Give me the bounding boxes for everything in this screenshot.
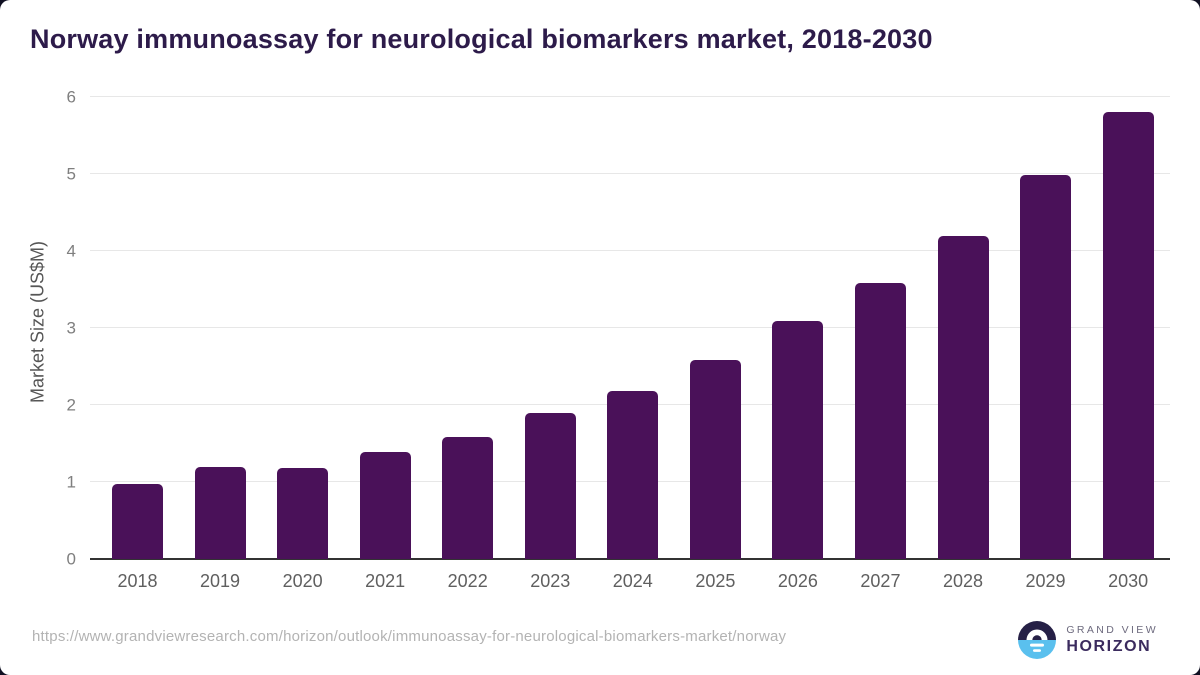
- y-tick-label-6: 6: [66, 87, 76, 107]
- bar-2030[interactable]: [1102, 112, 1154, 559]
- x-tick-label-2018: 2018: [117, 571, 158, 591]
- bar-2027[interactable]: [854, 282, 906, 559]
- x-tick-label-2022: 2022: [447, 571, 488, 591]
- bar-2020[interactable]: [277, 468, 329, 559]
- x-tick-label-2030: 2030: [1108, 571, 1149, 591]
- x-tick-label-2029: 2029: [1025, 571, 1066, 591]
- logo-brand-line1: GRAND VIEW: [1066, 624, 1158, 636]
- logo-text: GRAND VIEW HORIZON: [1066, 624, 1158, 656]
- x-tick-label-2027: 2027: [860, 571, 901, 591]
- gridline-y-4: [90, 250, 1170, 251]
- y-tick-label-2: 2: [66, 395, 76, 415]
- y-axis-title: Market Size (US$M): [27, 240, 48, 404]
- x-tick-label-2020: 2020: [282, 571, 323, 591]
- bar-2029[interactable]: [1020, 174, 1072, 559]
- bar-2025[interactable]: [689, 359, 741, 559]
- grandview-horizon-logo-icon: [1018, 621, 1057, 659]
- y-tick-label-1: 1: [66, 472, 76, 492]
- x-tick-label-2028: 2028: [942, 571, 984, 591]
- bar-2021[interactable]: [359, 451, 411, 559]
- y-tick-label-3: 3: [66, 318, 76, 338]
- y-tick-label-5: 5: [66, 164, 76, 184]
- x-axis-line: [90, 558, 1170, 560]
- bar-2019[interactable]: [194, 467, 246, 559]
- chart-title: Norway immunoassay for neurological biom…: [30, 24, 933, 54]
- bar-2022[interactable]: [442, 436, 494, 559]
- x-tick-label-2019: 2019: [200, 571, 241, 591]
- grandview-horizon-logo[interactable]: GRAND VIEW HORIZON: [1017, 620, 1158, 660]
- x-tick-label-2021: 2021: [365, 571, 406, 591]
- gridline-y-3: [90, 327, 1170, 328]
- x-tick-label-2023: 2023: [530, 571, 571, 591]
- bar-2024[interactable]: [607, 391, 659, 559]
- y-tick-label-0: 0: [66, 549, 76, 569]
- bar-2023[interactable]: [524, 413, 576, 559]
- y-tick-label-4: 4: [66, 241, 76, 261]
- plot-area: 0 1 2 3 4 5 6 2018 2019 2020 2021 2022 2023 2024 2025 2…: [67, 85, 1170, 591]
- bar-2018[interactable]: [112, 483, 163, 559]
- bar-2026[interactable]: [772, 321, 824, 559]
- gridline-y-5: [90, 173, 1170, 174]
- x-tick-label-2025: 2025: [695, 571, 736, 591]
- source-url: https://www.grandviewresearch.com/horizo…: [32, 628, 787, 645]
- logo-brand-line2: HORIZON: [1066, 638, 1152, 655]
- x-tick-label-2024: 2024: [612, 571, 653, 591]
- x-tick-label-2026: 2026: [777, 571, 818, 591]
- bar-2028[interactable]: [937, 236, 989, 559]
- gridline-y-6: [90, 96, 1170, 97]
